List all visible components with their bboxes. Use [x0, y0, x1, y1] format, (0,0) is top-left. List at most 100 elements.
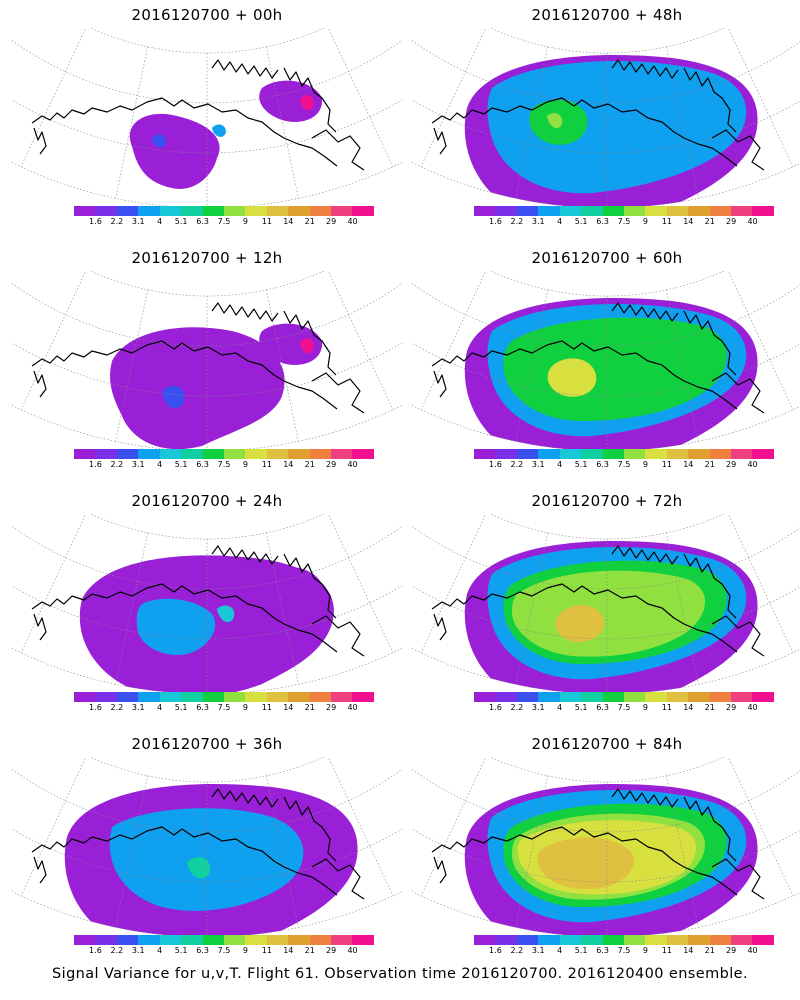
colorbar-tick-label: 3.1 — [131, 217, 145, 226]
coastline — [311, 129, 365, 171]
variance-map — [412, 271, 800, 451]
latitude-line — [12, 283, 402, 347]
colorbar-tick-label: 11 — [261, 460, 272, 469]
colorbar-swatches — [474, 206, 774, 216]
variance-map — [12, 514, 402, 694]
coastlines — [431, 788, 765, 900]
colorbar-tick-label: 6.3 — [196, 946, 209, 955]
colorbar-swatch — [245, 935, 267, 945]
colorbar-tick-label: 14 — [283, 217, 294, 226]
colorbar-swatch — [138, 206, 160, 216]
contour-fill — [547, 358, 597, 397]
colorbar-swatch — [623, 935, 646, 945]
variance-field — [64, 784, 358, 937]
coastline — [311, 372, 365, 414]
longitude-line — [20, 271, 87, 410]
colorbar-swatch — [288, 692, 310, 702]
colorbar-tick-label: 7.5 — [617, 703, 631, 712]
longitude-line — [727, 28, 794, 167]
colorbar-swatch — [752, 206, 774, 216]
colorbar-tick-label: 21 — [704, 217, 715, 226]
colorbar-swatch — [602, 935, 624, 945]
colorbar-labels: 1.6 2.2 3.1 4 5.1 6.3 7.5 9 11 14 21 29 40 — [474, 945, 774, 959]
coastline — [683, 553, 737, 619]
coastline — [31, 101, 148, 124]
colorbar-swatch — [581, 449, 603, 459]
contour-fill — [217, 605, 235, 623]
variance-field — [464, 541, 758, 694]
longitude-line — [727, 271, 794, 410]
colorbar-swatch — [266, 935, 289, 945]
colorbar-swatches — [74, 206, 374, 216]
colorbar-labels: 1.6 2.2 3.1 4 5.1 6.3 7.5 9 11 14 21 29 40 — [74, 216, 374, 230]
colorbar-tick-label: 40 — [747, 460, 758, 469]
colorbar-swatch — [688, 449, 710, 459]
colorbar-swatch — [309, 206, 332, 216]
colorbar-swatch — [352, 692, 374, 702]
coastlines — [431, 545, 765, 657]
colorbar-swatch — [116, 935, 139, 945]
colorbar-swatch — [74, 206, 96, 216]
colorbar-tick-label: 5.1 — [574, 460, 588, 469]
colorbar-tick-label: 7.5 — [617, 217, 631, 226]
longitude-line — [327, 28, 394, 167]
coastlines — [31, 788, 365, 900]
colorbar: 1.6 2.2 3.1 4 5.1 6.3 7.5 9 11 14 21 29 40 — [74, 449, 374, 483]
colorbar-swatch — [331, 692, 353, 702]
colorbar-tick-label: 9 — [242, 217, 248, 226]
colorbar-swatch — [623, 449, 646, 459]
coastline — [31, 587, 148, 610]
variance-map — [12, 28, 402, 208]
longitude-line — [727, 757, 794, 896]
coastline — [711, 129, 765, 171]
longitude-line — [665, 289, 699, 442]
colorbar-swatch — [74, 935, 96, 945]
panel-title: 2016120700 + 84h — [531, 735, 683, 753]
colorbar-swatch — [581, 935, 603, 945]
coastline — [546, 340, 738, 410]
longitude-line — [420, 757, 487, 896]
colorbar-tick-label: 4 — [157, 703, 163, 712]
colorbar-tick-label: 14 — [683, 946, 694, 955]
graticule — [412, 271, 800, 451]
contour-fill — [555, 605, 605, 642]
colorbar-swatch — [666, 206, 689, 216]
coastline — [33, 127, 47, 155]
longitude-line — [420, 271, 487, 410]
colorbar-swatch — [159, 449, 182, 459]
colorbar-swatch — [495, 206, 517, 216]
colorbar-swatch — [623, 206, 646, 216]
colorbar-swatch — [266, 449, 289, 459]
graticule — [12, 271, 402, 451]
graticule — [412, 28, 800, 208]
coastline — [31, 830, 148, 853]
contour-fill — [300, 338, 314, 354]
colorbar-swatch — [223, 449, 246, 459]
colorbar-swatch — [352, 935, 374, 945]
colorbar-tick-label: 29 — [726, 703, 737, 712]
contour-fill — [503, 317, 727, 421]
colorbar-swatch — [559, 935, 582, 945]
contour-fill — [162, 385, 185, 409]
colorbar-swatch — [223, 935, 246, 945]
colorbar: 1.6 2.2 3.1 4 5.1 6.3 7.5 9 11 14 21 29 40 — [74, 935, 374, 969]
variance-map — [12, 271, 402, 451]
colorbar-tick-label: 21 — [304, 703, 315, 712]
colorbar-swatch — [181, 692, 203, 702]
longitude-line — [327, 757, 394, 896]
colorbar-swatch — [602, 449, 624, 459]
colorbar-tick-label: 1.6 — [489, 217, 502, 226]
colorbar-tick-label: 6.3 — [596, 703, 609, 712]
colorbar-tick-label: 29 — [326, 703, 337, 712]
colorbar-swatch — [645, 206, 667, 216]
colorbar-tick-label: 5.1 — [174, 703, 188, 712]
colorbar-tick-label: 6.3 — [596, 217, 609, 226]
coastline — [431, 587, 548, 610]
coastline — [283, 67, 337, 133]
coastline — [546, 97, 738, 167]
colorbar: 1.6 2.2 3.1 4 5.1 6.3 7.5 9 11 14 21 29 40 — [474, 692, 774, 726]
colorbar-swatch — [495, 935, 517, 945]
colorbar-swatch — [474, 692, 496, 702]
longitude-line — [265, 775, 299, 928]
colorbar-swatch — [202, 935, 224, 945]
